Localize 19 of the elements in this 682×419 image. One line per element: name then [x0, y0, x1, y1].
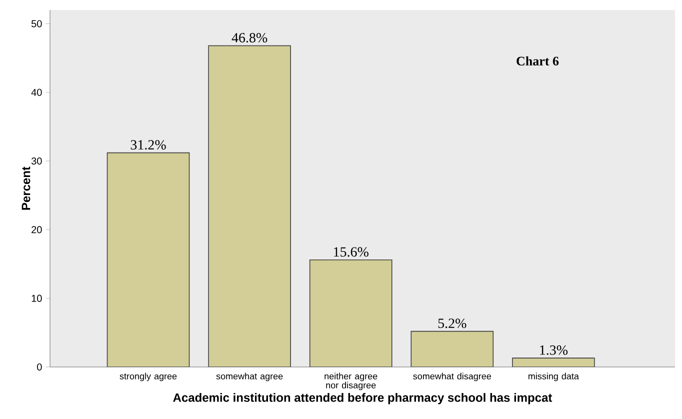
x-tick-label: missing data	[528, 372, 579, 382]
x-axis-title: Academic institution attended before pharmacy school has impcat	[173, 393, 552, 404]
y-tick-label: 30	[31, 157, 42, 165]
annotation: Chart 6	[516, 56, 559, 66]
data-label: 5.2%	[438, 318, 466, 328]
y-axis-title: Percent	[22, 166, 30, 210]
data-label: 31.2%	[130, 140, 166, 150]
y-tick-label: 40	[31, 88, 42, 96]
y-tick-label: 0	[37, 363, 42, 371]
y-tick-label: 20	[32, 226, 42, 234]
x-tick-label: somewhat agree	[216, 372, 283, 382]
data-label: 46.8%	[232, 32, 268, 43]
y-tick-label: 50	[31, 20, 42, 28]
x-tick-label: somewhat disagree	[413, 372, 492, 382]
data-label: 15.6%	[334, 247, 368, 257]
x-tick-label: neither agree nor disagree	[324, 372, 378, 390]
data-label: 1.3%	[540, 345, 568, 355]
x-tick-label: strongly agree	[120, 372, 177, 382]
y-tick-label: 10	[32, 294, 42, 302]
